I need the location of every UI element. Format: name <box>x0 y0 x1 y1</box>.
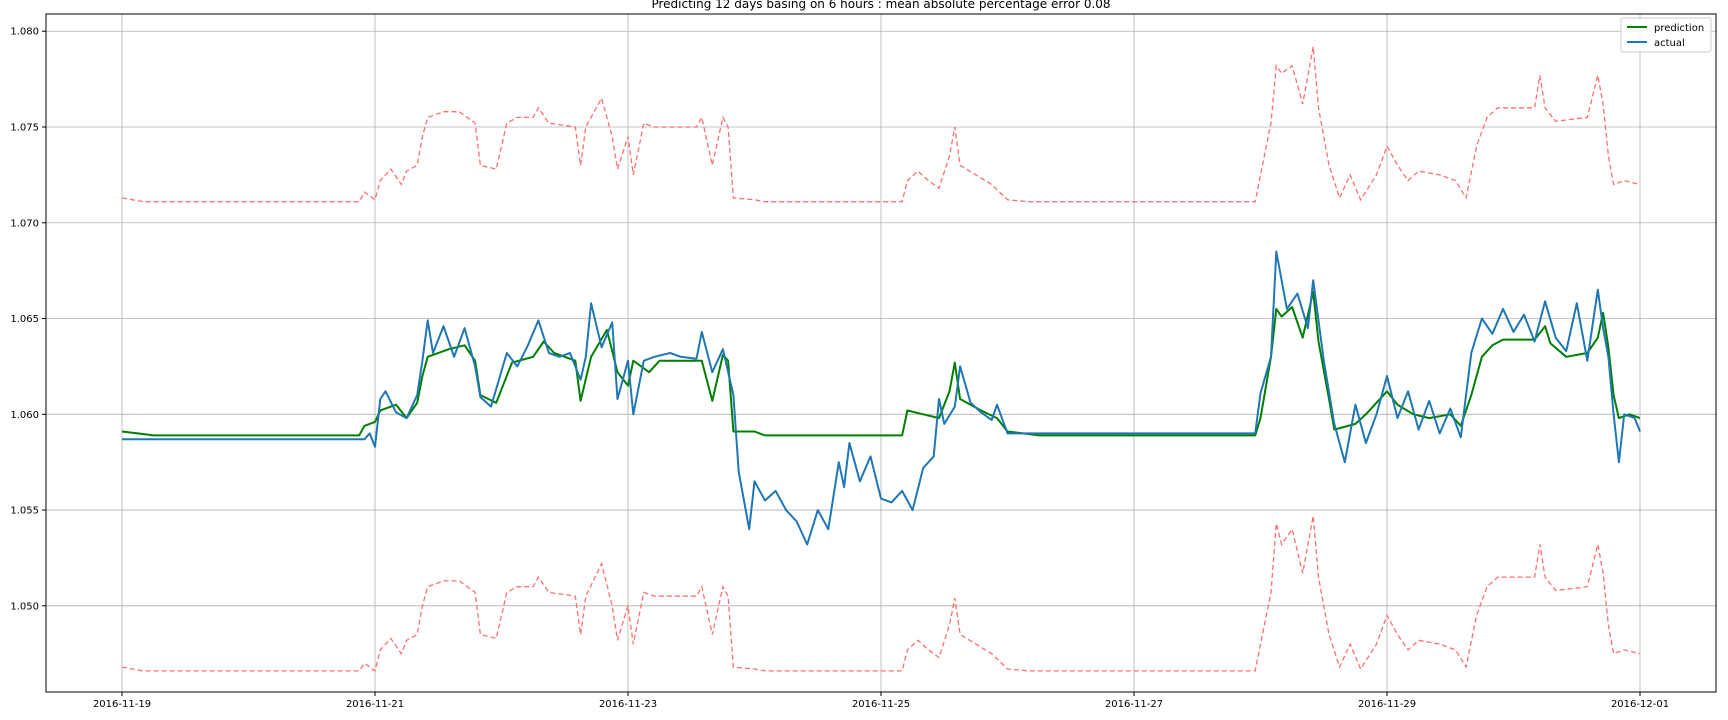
x-axis: 2016-11-19 2016-11-21 2016-11-23 2016-11-25… <box>93 692 1669 710</box>
y-tick-label: 1.065 <box>10 314 39 325</box>
y-tick-label: 1.050 <box>10 601 39 612</box>
chart-title: Predicting 12 days basing on 6 hours : m… <box>651 0 1110 11</box>
x-tick-label: 2016-11-21 <box>346 699 404 710</box>
x-tick-label: 2016-11-19 <box>93 699 151 710</box>
lower-band-line <box>121 515 1641 672</box>
y-tick-label: 1.080 <box>10 27 39 38</box>
band-lines <box>121 46 1641 672</box>
grid <box>46 14 1716 692</box>
series-lines <box>121 250 1641 546</box>
upper-band-line <box>121 46 1641 203</box>
legend-prediction-label: prediction <box>1654 23 1704 34</box>
x-tick-label: 2016-12-01 <box>1611 699 1669 710</box>
legend: prediction actual <box>1620 17 1712 53</box>
y-tick-label: 1.070 <box>10 218 39 229</box>
x-tick-label: 2016-11-23 <box>599 699 657 710</box>
actual-line <box>122 250 1641 546</box>
legend-actual-label: actual <box>1654 38 1685 49</box>
x-tick-label: 2016-11-25 <box>852 699 910 710</box>
y-tick-label: 1.060 <box>10 410 39 421</box>
x-tick-label: 2016-11-29 <box>1358 699 1416 710</box>
x-tick-label: 2016-11-27 <box>1105 699 1163 710</box>
y-axis: 1.050 1.055 1.060 1.065 1.070 1.075 1.080 <box>10 27 46 612</box>
y-tick-label: 1.075 <box>10 123 39 134</box>
prediction-line <box>121 290 1641 437</box>
y-tick-label: 1.055 <box>10 506 39 517</box>
